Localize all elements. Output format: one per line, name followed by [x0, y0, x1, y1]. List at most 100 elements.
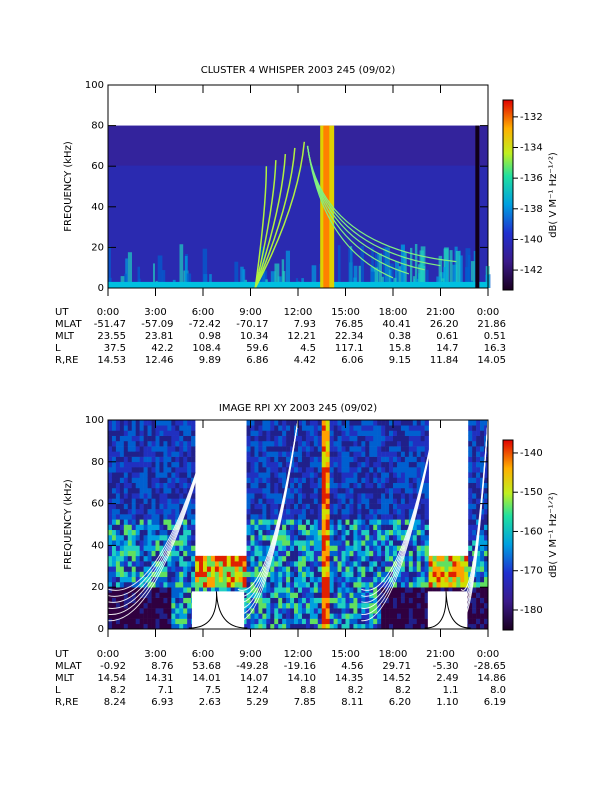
spectrogram-image	[107, 125, 491, 630]
cell	[329, 508, 334, 515]
cell	[246, 456, 251, 463]
cell	[183, 487, 188, 494]
cell	[337, 529, 342, 536]
cell	[183, 435, 188, 442]
cell	[404, 451, 410, 457]
cell	[175, 440, 180, 447]
cell	[119, 581, 125, 588]
cell	[305, 503, 311, 510]
cell	[131, 608, 137, 614]
cell	[301, 440, 307, 447]
noise	[438, 255, 443, 288]
cell	[305, 561, 311, 567]
cell	[309, 613, 315, 619]
cell	[377, 451, 382, 457]
cell	[286, 550, 291, 557]
cell	[187, 524, 192, 531]
cell	[305, 420, 311, 426]
cell	[373, 540, 378, 546]
cell	[147, 477, 152, 483]
cell	[456, 587, 461, 593]
cell	[373, 482, 378, 489]
cell	[274, 566, 279, 572]
cell	[187, 545, 192, 551]
cell	[167, 514, 172, 520]
cell	[373, 608, 378, 614]
cell	[266, 608, 271, 614]
cell	[317, 555, 323, 562]
cell	[294, 487, 299, 494]
cell	[242, 566, 247, 572]
cell	[175, 425, 180, 431]
cell	[294, 456, 299, 463]
cell	[369, 608, 374, 614]
cell	[151, 623, 156, 630]
cell	[377, 498, 382, 504]
cell	[159, 576, 164, 583]
cell	[412, 623, 418, 630]
cell	[175, 587, 180, 593]
colorbar-tick-label: -136	[520, 173, 543, 184]
cell	[115, 561, 121, 567]
cell	[369, 451, 374, 457]
cell	[183, 613, 188, 619]
cell	[206, 576, 212, 583]
cell	[309, 477, 315, 483]
cell	[175, 618, 180, 625]
cell	[127, 592, 133, 598]
cell	[385, 472, 390, 478]
cell	[123, 440, 129, 447]
ephemeris-value: -57.09	[141, 319, 173, 330]
cell	[349, 514, 354, 520]
cell	[468, 467, 473, 473]
cell	[119, 623, 125, 630]
x-tick-label: 6:00	[192, 307, 214, 318]
cell	[428, 587, 433, 593]
cell	[468, 613, 473, 619]
cell	[389, 440, 394, 447]
cell	[147, 581, 152, 588]
cell	[135, 613, 140, 619]
cell	[131, 571, 137, 578]
cell	[294, 555, 299, 562]
cell	[325, 540, 330, 546]
cell	[385, 435, 390, 442]
cell	[143, 540, 148, 546]
cell	[428, 566, 433, 572]
cell	[290, 482, 295, 489]
cell	[393, 477, 398, 483]
ephemeris-value: -28.65	[474, 661, 506, 672]
cell	[333, 613, 338, 619]
cell	[147, 576, 152, 583]
cell	[345, 514, 350, 520]
cell	[353, 555, 358, 562]
cell	[484, 524, 489, 531]
cell	[254, 435, 259, 442]
cell	[321, 482, 327, 489]
cell	[349, 482, 354, 489]
cell	[183, 576, 188, 583]
cell	[191, 493, 196, 499]
ephemeris-value: 37.5	[104, 343, 126, 354]
cell	[353, 587, 358, 593]
cell	[290, 534, 295, 541]
cell	[135, 420, 140, 426]
cell	[195, 555, 200, 562]
ephemeris-value: 53.68	[192, 661, 221, 672]
cell	[472, 446, 477, 452]
cell	[325, 461, 330, 468]
cell	[365, 555, 370, 562]
cell	[119, 534, 125, 541]
cell	[361, 571, 366, 578]
cell	[298, 597, 303, 604]
cell	[250, 561, 255, 567]
cell	[329, 482, 334, 489]
cell	[480, 430, 485, 436]
cell	[274, 571, 279, 578]
cell	[329, 613, 334, 619]
cell	[349, 440, 354, 447]
cell	[187, 477, 192, 483]
cell	[424, 519, 429, 525]
cell	[329, 461, 334, 468]
cell	[321, 503, 327, 510]
